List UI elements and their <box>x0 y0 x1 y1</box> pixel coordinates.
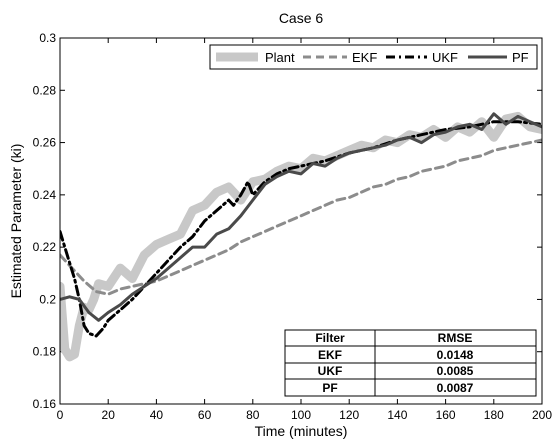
axis-ticks: 0 20 40 60 80 100 120 140 160 180 200 0.16 0.18 0.2 0.… <box>33 31 553 422</box>
chart-title: Case 6 <box>279 10 324 26</box>
legend-label-pf: PF <box>512 50 529 65</box>
x-tick-label: 120 <box>339 408 359 422</box>
series-line-ekf <box>60 138 542 296</box>
table-cell-rmse-ukf: 0.0085 <box>437 364 474 378</box>
x-tick-label: 160 <box>436 408 456 422</box>
y-tick-label: 0.22 <box>33 240 57 254</box>
x-tick-label: 20 <box>102 408 116 422</box>
y-axis-label: Estimated Parameter (ki) <box>8 144 24 299</box>
legend-label-ekf: EKF <box>352 50 377 65</box>
x-tick-label: 0 <box>57 408 64 422</box>
plot-frame <box>59 37 543 405</box>
legend-label-ukf: UKF <box>432 50 458 65</box>
x-tick-label: 100 <box>291 408 311 422</box>
x-tick-label: 40 <box>150 408 164 422</box>
x-tick-label: 60 <box>198 408 212 422</box>
y-tick-label: 0.26 <box>33 136 57 150</box>
y-tick-label: 0.18 <box>33 345 57 359</box>
y-tick-label: 0.3 <box>39 31 56 45</box>
x-tick-label: 140 <box>387 408 407 422</box>
table-cell-filter-ukf: UKF <box>318 364 343 378</box>
x-tick-label: 200 <box>532 408 552 422</box>
table-cell-filter-ekf: EKF <box>318 348 342 362</box>
legend: Plant EKF UKF PF <box>209 44 538 70</box>
table-header-filter: Filter <box>315 331 345 345</box>
table-cell-rmse-pf: 0.0087 <box>437 381 474 395</box>
table-cell-filter-pf: PF <box>322 381 337 395</box>
table-cell-rmse-ekf: 0.0148 <box>437 348 474 362</box>
x-axis-label: Time (minutes) <box>255 423 348 439</box>
y-tick-label: 0.24 <box>33 188 57 202</box>
y-tick-label: 0.16 <box>33 397 57 411</box>
legend-label-plant: Plant <box>265 50 295 65</box>
y-tick-label: 0.28 <box>33 83 57 97</box>
table-header-rmse: RMSE <box>438 331 473 345</box>
series-layer <box>60 111 542 362</box>
rmse-table: Filter RMSE EKF 0.0148 UKF 0.0085 PF 0.0… <box>284 329 537 397</box>
x-tick-label: 80 <box>246 408 260 422</box>
y-tick-label: 0.2 <box>39 292 56 306</box>
series-line-pf <box>60 112 542 322</box>
x-tick-label: 180 <box>484 408 504 422</box>
